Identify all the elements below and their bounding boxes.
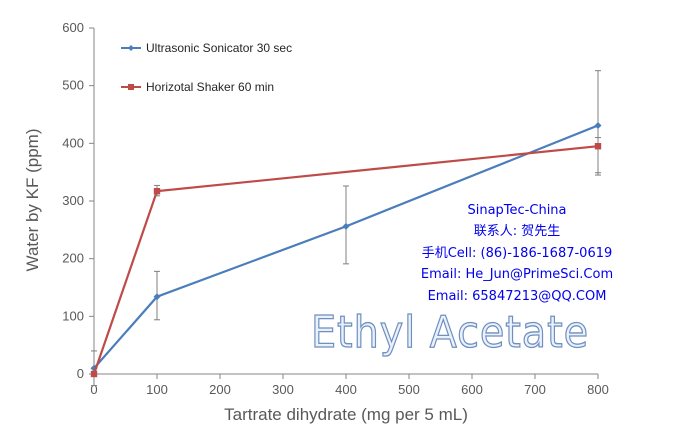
legend-marker-shaker: [128, 84, 134, 90]
data-point: [153, 187, 161, 195]
x-tick-label: 700: [524, 382, 546, 397]
data-point: [594, 143, 602, 150]
y-tick-label: 500: [62, 78, 84, 93]
x-tick-label: 600: [461, 382, 483, 397]
x-tick-label: 400: [335, 382, 357, 397]
y-axis-title: Water by KF (ppm): [23, 129, 42, 272]
legend-label-shaker: Horizotal Shaker 60 min: [146, 80, 274, 94]
y-tick-label: 100: [62, 308, 84, 323]
series-sonicator: [90, 70, 602, 387]
legend-entry-shaker: Horizotal Shaker 60 min: [121, 80, 274, 94]
x-tick-label: 0: [90, 382, 97, 397]
contact-phone: 手机Cell: (86)-186-1687-0619: [422, 246, 613, 261]
x-tick-label: 100: [146, 382, 168, 397]
y-tick-label: 600: [62, 20, 84, 35]
series-line: [93, 124, 599, 369]
legend: Ultrasonic Sonicator 30 sec Horizotal Sh…: [121, 41, 292, 94]
legend-label-sonicator: Ultrasonic Sonicator 30 sec: [146, 41, 292, 55]
x-tick-label: 500: [398, 382, 420, 397]
data-point: [594, 121, 602, 129]
x-axis-title: Tartrate dihydrate (mg per 5 mL): [224, 405, 468, 424]
series-shaker: [90, 137, 602, 378]
y-tick-label: 400: [62, 135, 84, 150]
contact-person: 联系人: 贺先生: [474, 224, 561, 239]
legend-marker-sonicator: [128, 45, 134, 51]
data-point: [90, 370, 98, 378]
contact-company: SinapTec-China: [467, 203, 566, 218]
watermark-text: Ethyl Acetate: [311, 307, 589, 358]
y-tick-label: 0: [77, 366, 84, 381]
data-point: [342, 222, 350, 230]
contact-info: SinapTec-China 联系人: 贺先生 手机Cell: (86)-186…: [421, 203, 613, 304]
legend-entry-sonicator: Ultrasonic Sonicator 30 sec: [121, 41, 292, 55]
x-ticks: 0 100 200 300 400 500 600 700 800: [90, 374, 609, 397]
x-tick-label: 800: [587, 382, 609, 397]
contact-email-primary: Email: He_Jun@PrimeSci.Com: [421, 267, 613, 282]
contact-email-qq: Email: 65847213@QQ.COM: [428, 289, 607, 304]
series-layer: [90, 70, 602, 387]
axes: 0 100 200 300 400 500 600 700 800 0 100 200 300 400 5…: [23, 20, 609, 424]
x-tick-label: 200: [209, 382, 231, 397]
y-tick-label: 300: [62, 193, 84, 208]
x-tick-label: 300: [272, 382, 294, 397]
y-tick-label: 200: [62, 251, 84, 266]
y-ticks: 0 100 200 300 400 500 600: [62, 20, 94, 381]
data-point: [153, 293, 161, 301]
